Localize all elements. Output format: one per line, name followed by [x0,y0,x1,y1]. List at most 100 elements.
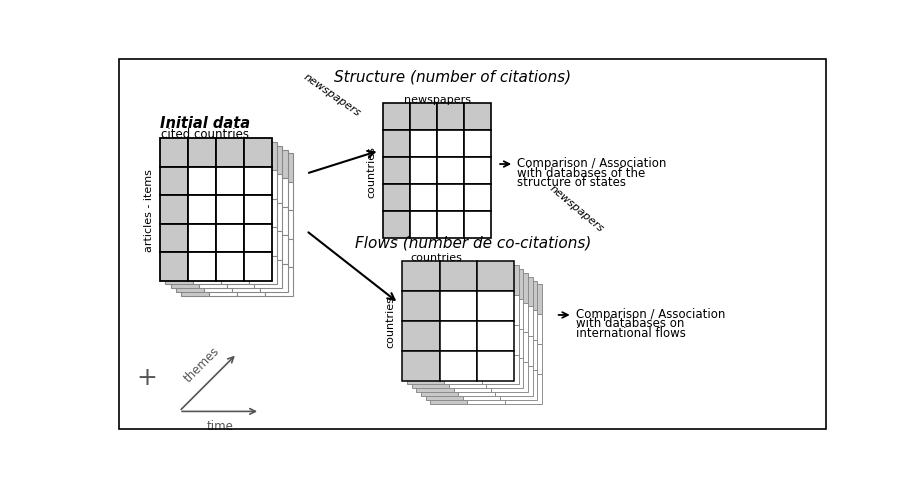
Bar [467,315,504,344]
Bar [176,151,204,179]
Bar [410,104,437,131]
Text: countries: countries [410,253,462,262]
Bar [437,185,464,212]
Bar [188,253,216,281]
Bar [431,344,467,374]
Text: Flows (number de co-citations): Flows (number de co-citations) [356,235,592,250]
Bar [204,151,232,179]
Bar [426,340,463,370]
Bar [467,374,504,404]
Bar [171,203,198,232]
Bar [403,291,440,321]
Bar [182,154,209,182]
Bar [237,211,266,240]
Bar [227,203,254,232]
Bar [160,139,188,167]
Bar [417,363,454,393]
Bar [266,182,293,211]
Bar [198,232,227,260]
Bar [486,359,524,389]
Bar [165,199,194,228]
Bar [198,260,227,288]
Bar [412,270,449,299]
Bar [477,291,514,321]
Bar [266,240,293,268]
Bar [384,131,410,158]
Bar [232,207,260,236]
Bar [403,321,440,351]
Bar [491,363,528,393]
Bar [444,266,481,295]
Bar [449,359,486,389]
Bar [266,268,293,296]
Bar [495,277,533,307]
Bar [458,307,495,337]
Bar [495,337,533,366]
Bar [412,329,449,359]
Bar [249,171,277,199]
Bar [260,264,288,292]
Bar [171,147,198,175]
Bar [431,315,467,344]
Bar [249,143,277,171]
Bar [254,203,282,232]
Text: Comparison / Association: Comparison / Association [517,157,667,170]
Text: +: + [136,365,158,389]
Bar [260,179,288,207]
Bar [410,185,437,212]
Bar [243,139,272,167]
Bar [504,344,542,374]
Bar [440,351,477,381]
Bar [500,340,538,370]
Bar [176,264,204,292]
Bar [160,224,188,253]
Bar [440,321,477,351]
Bar [491,333,528,363]
Bar [221,228,249,257]
Bar [232,179,260,207]
Bar [249,228,277,257]
Bar [464,185,491,212]
Bar [410,158,437,185]
Bar [209,240,237,268]
Bar [232,236,260,264]
Text: countries: countries [366,146,376,197]
Bar [243,167,272,196]
Bar [408,355,444,385]
Bar [260,236,288,264]
Bar [408,295,444,325]
Bar [204,264,232,292]
Bar [204,236,232,264]
Bar [182,211,209,240]
Bar [500,281,538,311]
Bar [160,167,188,196]
Bar [243,224,272,253]
Text: newspapers: newspapers [301,72,362,118]
Bar [182,182,209,211]
Bar [182,268,209,296]
Bar [463,370,500,400]
Bar [227,147,254,175]
Bar [467,285,504,315]
Bar [403,262,440,291]
Bar [194,228,221,257]
Bar [410,131,437,158]
Bar [188,167,216,196]
Bar [204,207,232,236]
Bar [171,232,198,260]
Bar [216,139,243,167]
Bar [421,277,458,307]
Text: countries: countries [385,295,396,347]
Bar [216,167,243,196]
Text: cited countries: cited countries [160,128,249,141]
Text: Structure (number of citations): Structure (number of citations) [334,70,571,85]
Bar [481,325,519,355]
Bar [165,228,194,257]
Bar [254,260,282,288]
Bar [449,329,486,359]
Bar [477,351,514,381]
Bar [454,363,491,393]
Bar [444,295,481,325]
Bar [463,340,500,370]
Bar [426,370,463,400]
